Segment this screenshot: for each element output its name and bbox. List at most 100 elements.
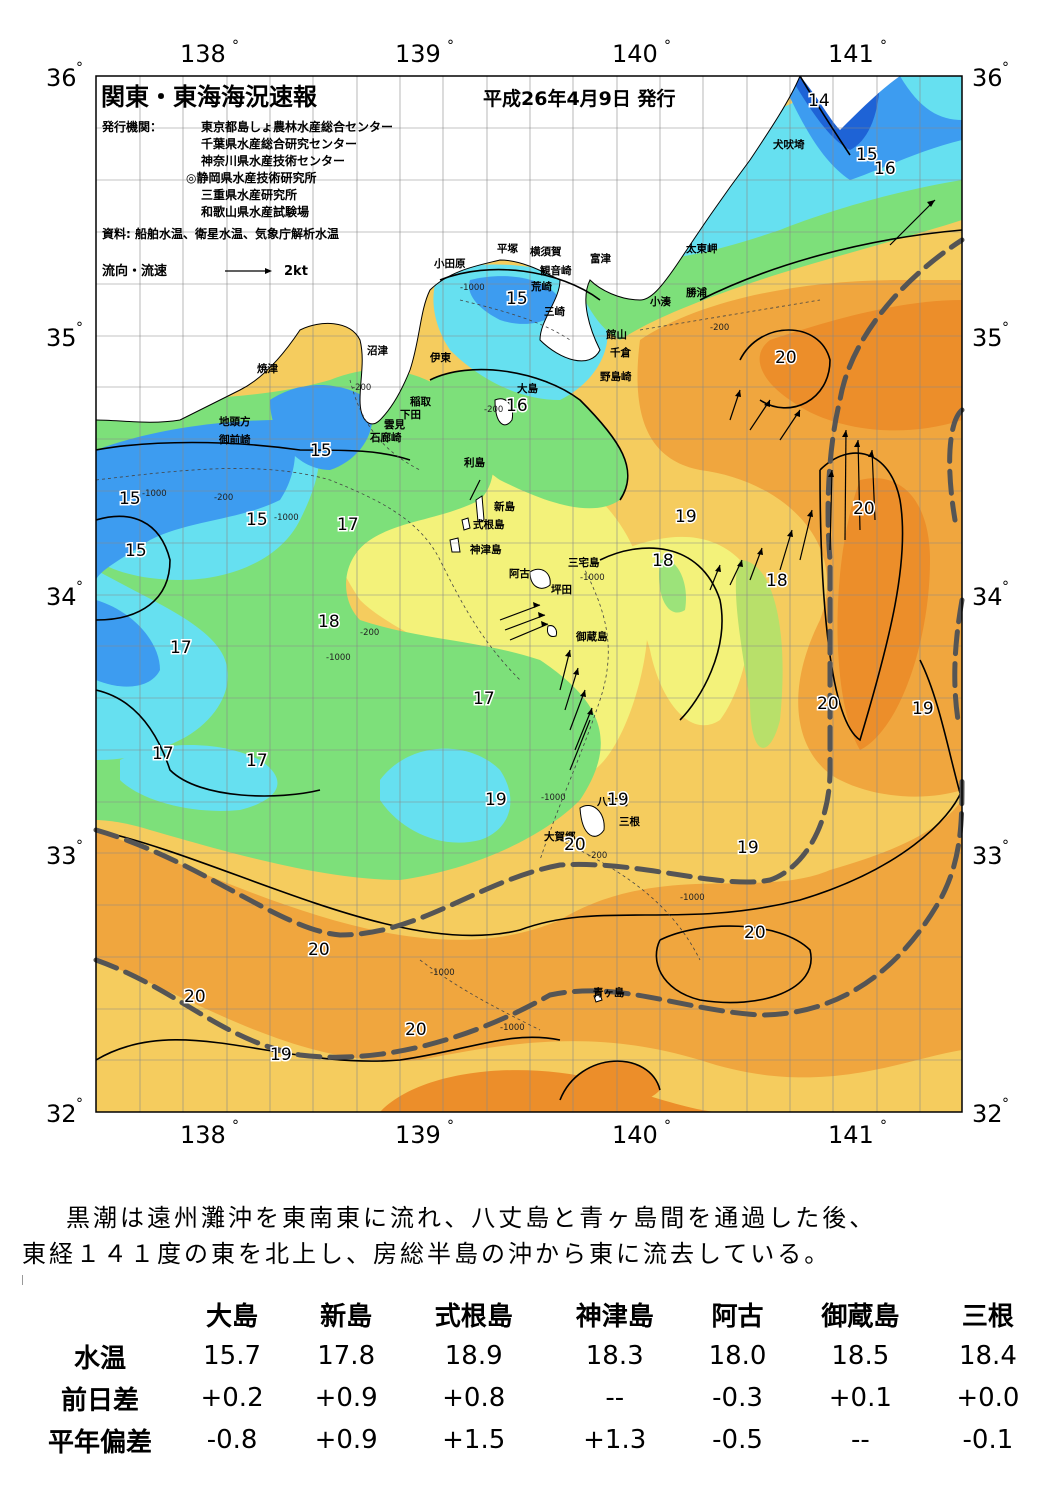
- depth-label: -1000: [580, 573, 605, 583]
- lon-axis-top: 138 139 140 141 ° ° ° °: [180, 38, 887, 68]
- temperature-fill: [96, 76, 962, 1112]
- lat-label-32-right: 32: [972, 1100, 1003, 1128]
- place-name: 地頭方: [219, 415, 251, 428]
- place-name: 八丈島: [596, 795, 629, 808]
- deg-symbol: °: [1002, 838, 1009, 854]
- kuroshio-axis: [93, 237, 965, 1060]
- place-name: 伊東: [429, 351, 451, 364]
- sea-temperature-map: 138 139 140 141 ° ° ° ° 138 139 140 141 …: [46, 38, 1009, 1149]
- isotherm-label: 18: [766, 571, 788, 591]
- publisher-4: 三重県水産研究所: [201, 187, 297, 202]
- place-name: 沼津: [367, 344, 388, 357]
- place-name: 下田: [400, 409, 421, 421]
- publisher-3: ◎静岡県水産技術研究所: [186, 170, 316, 185]
- table-corner: [25, 1293, 175, 1335]
- lon-label-141-bottom: 141: [828, 1121, 874, 1149]
- place-name: 観音崎: [540, 264, 572, 277]
- place-name: 大賀郷: [544, 830, 576, 843]
- place-name: 小田原: [433, 257, 466, 270]
- isotherm-label: 20: [308, 940, 330, 960]
- depth-label: -1000: [680, 893, 705, 903]
- place-name: 荒崎: [530, 280, 552, 293]
- publisher-5: 和歌山県水産試験場: [200, 204, 309, 219]
- isotherm-label: 19: [270, 1045, 292, 1065]
- depth-label: -200: [360, 628, 379, 638]
- deg-symbol: °: [1002, 579, 1009, 595]
- table-cell: +1.5: [442, 1425, 506, 1455]
- depth-label: -200: [588, 851, 607, 861]
- depth-label: -1000: [274, 513, 299, 523]
- deg-symbol: °: [664, 1118, 671, 1134]
- depth-label: -200: [214, 493, 233, 503]
- isotherm-label: 15: [506, 289, 528, 309]
- table-cell: 18.3: [585, 1341, 644, 1371]
- col-header: 大島: [206, 1301, 259, 1332]
- table-cell: 17.8: [317, 1341, 376, 1371]
- row-label: 前日差: [60, 1385, 139, 1416]
- isotherm-label: 17: [246, 751, 268, 771]
- lat-axis-right: 36 35 34 33 32 ° ° ° ° °: [972, 60, 1009, 1128]
- lon-label-140-bottom: 140: [612, 1121, 658, 1149]
- isotherm-label: 15: [856, 145, 878, 165]
- isotherm-label: 20: [775, 348, 797, 368]
- place-name: 千倉: [610, 346, 631, 359]
- island-sst-table: 大島 新島 式根島 神津島 阿古 御蔵島 三根 水温 15.7 17.8 18.…: [25, 1293, 1045, 1461]
- issue-date: 平成26年4月9日 発行: [483, 87, 676, 110]
- depth-label: -200: [352, 383, 371, 393]
- place-name: 富津: [590, 252, 611, 265]
- deg-symbol: °: [76, 1096, 83, 1112]
- table-cell: 18.4: [958, 1341, 1017, 1371]
- deg-symbol: °: [232, 38, 239, 54]
- place-name: 平塚: [497, 242, 518, 255]
- isotherm-label: 20: [744, 923, 766, 943]
- table-cell: --: [850, 1425, 870, 1455]
- isotherm-label: 15: [246, 510, 268, 530]
- isotherm-label: 15: [125, 541, 147, 561]
- table-cell: +1.3: [583, 1425, 647, 1455]
- data-source: 資料: 船舶水温、衛星水温、気象庁解析水温: [102, 226, 339, 241]
- deg-symbol: °: [447, 1118, 454, 1134]
- isotherm-label: 20: [817, 694, 839, 714]
- publisher-label: 発行機関：: [101, 119, 162, 134]
- place-name: 小湊: [649, 295, 671, 308]
- deg-symbol: °: [880, 38, 887, 54]
- isotherm-label: 20: [853, 499, 875, 519]
- isotherm-label: 19: [675, 507, 697, 527]
- place-name: 新島: [494, 500, 515, 513]
- deg-symbol: °: [76, 60, 83, 76]
- coastline: [96, 76, 801, 425]
- isotherm-label: 18: [318, 612, 340, 632]
- deg-symbol: °: [880, 1118, 887, 1134]
- lon-axis-bottom: 138 139 140 141 ° ° ° °: [180, 1118, 887, 1149]
- place-name: 石廊崎: [369, 431, 402, 444]
- isotherm-label: 19: [912, 699, 934, 719]
- lon-label-139-top: 139: [395, 40, 441, 68]
- col-header: 阿古: [711, 1301, 764, 1332]
- table-cell: -0.5: [712, 1425, 763, 1455]
- table-cell: -0.8: [206, 1425, 258, 1455]
- place-name: 利島: [464, 456, 485, 469]
- lat-axis-left: 36 35 34 33 32 ° ° ° ° °: [46, 60, 83, 1128]
- publisher-1: 千葉県水産総合研究センター: [201, 136, 357, 151]
- lat-label-33-right: 33: [972, 842, 1003, 870]
- lat-label-35-left: 35: [46, 324, 77, 352]
- place-name: 御前崎: [218, 433, 251, 446]
- table-cell: 18.0: [708, 1341, 767, 1371]
- flow-arrows: [469, 199, 936, 771]
- deg-symbol: °: [76, 320, 83, 336]
- table-cell: 18.9: [444, 1341, 503, 1371]
- deg-symbol: °: [1002, 1096, 1009, 1112]
- table-cell: -0.3: [712, 1383, 763, 1413]
- lon-label-139-bottom: 139: [395, 1121, 441, 1149]
- isotherm-label: 20: [184, 987, 206, 1007]
- isotherm-label: 19: [485, 790, 507, 810]
- table-cell: +0.8: [442, 1383, 506, 1413]
- publisher-2: 神奈川県水産技術センター: [201, 153, 345, 168]
- place-name: 大島: [517, 382, 538, 395]
- row-label: 平年偏差: [47, 1427, 152, 1458]
- depth-label: -1000: [541, 793, 566, 803]
- lat-label-34-left: 34: [46, 583, 77, 611]
- place-name: 雲見: [384, 419, 405, 431]
- place-name: 式根島: [473, 518, 505, 531]
- col-header: 三根: [961, 1301, 1014, 1332]
